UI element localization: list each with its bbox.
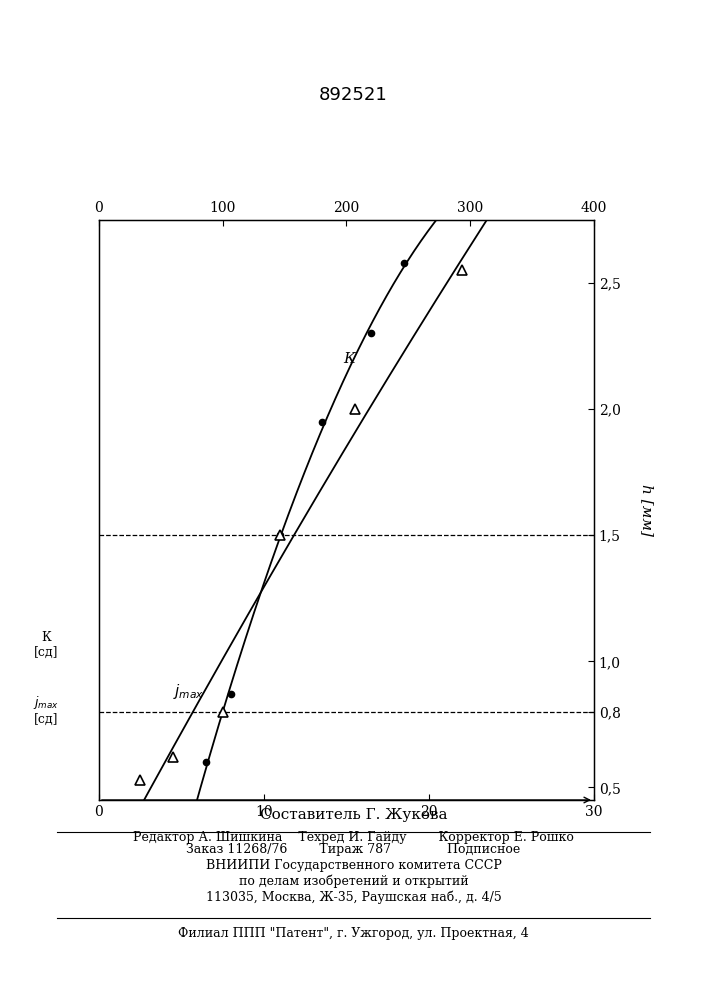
Y-axis label: h [мм]: h [мм] [640, 484, 654, 536]
Text: Составитель Г. Жукова: Составитель Г. Жукова [259, 808, 448, 822]
Text: К
[сд]: К [сд] [34, 631, 58, 659]
Text: Заказ 11268/76        Тираж 787              Подписное: Заказ 11268/76 Тираж 787 Подписное [187, 844, 520, 856]
Text: 113035, Москва, Ж-35, Раушская наб., д. 4/5: 113035, Москва, Ж-35, Раушская наб., д. … [206, 890, 501, 904]
Text: ВНИИПИ Государственного комитета СССР: ВНИИПИ Государственного комитета СССР [206, 859, 501, 872]
Text: 892521: 892521 [319, 86, 388, 104]
Text: Филиал ППП "Патент", г. Ужгород, ул. Проектная, 4: Филиал ППП "Патент", г. Ужгород, ул. Про… [178, 926, 529, 940]
Text: $\it{j}_{max}$
[сд]: $\it{j}_{max}$ [сд] [33, 694, 59, 726]
Text: $\it{j}_{max}$: $\it{j}_{max}$ [173, 682, 204, 701]
Text: по делам изобретений и открытий: по делам изобретений и открытий [239, 874, 468, 888]
Text: К: К [343, 352, 355, 366]
Text: Редактор А. Шишкина    Техред И. Гайду        Корректор Е. Рошко: Редактор А. Шишкина Техред И. Гайду Корр… [133, 832, 574, 844]
